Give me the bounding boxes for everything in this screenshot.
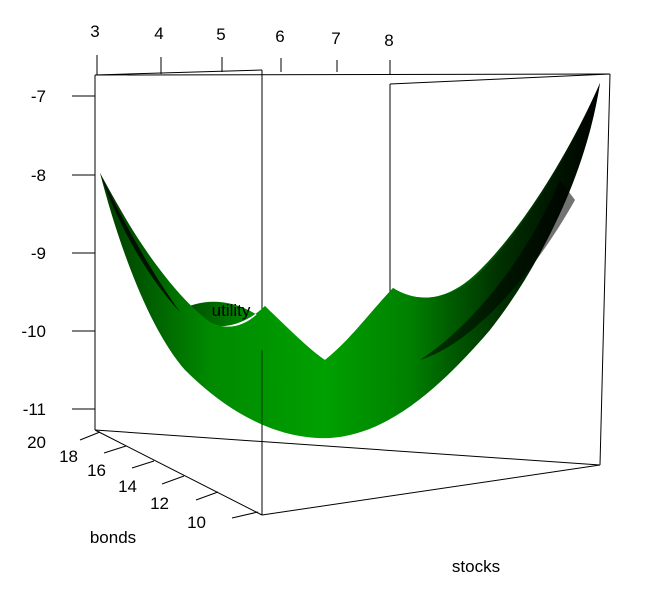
box-edge xyxy=(261,464,601,516)
box-edge xyxy=(94,69,263,76)
utility-surface xyxy=(100,83,600,439)
bonds-tick-label: 18 xyxy=(59,447,78,466)
top-axis-labels: 3 4 5 6 7 8 xyxy=(90,22,393,50)
bonds-tick xyxy=(161,475,185,485)
surface-front xyxy=(100,83,600,439)
bonds-tick-label: 20 xyxy=(27,433,46,452)
top-tick-label: 4 xyxy=(154,24,163,43)
z-tick-label: -8 xyxy=(31,166,46,185)
box-edge xyxy=(94,429,263,516)
top-axis xyxy=(96,55,391,75)
z-tick-label: -11 xyxy=(23,400,46,419)
bonds-axis-title: bonds xyxy=(90,528,136,547)
z-axis-labels: -7 -8 -9 -10 -11 xyxy=(21,87,46,419)
z-tick-label: -7 xyxy=(31,87,46,106)
surface-shadow xyxy=(420,180,575,360)
z-tick-label: -10 xyxy=(21,322,46,341)
bonds-tick-label: 12 xyxy=(150,494,169,513)
bonds-tick-label: 16 xyxy=(87,461,106,480)
stocks-axis-title: stocks xyxy=(452,557,500,576)
box-edge xyxy=(389,73,611,85)
bonds-axis-labels: 20 18 16 14 12 10 xyxy=(27,433,206,532)
top-tick-label: 6 xyxy=(275,27,284,46)
box-edge xyxy=(599,73,611,466)
z-tick-label: -9 xyxy=(31,244,46,263)
utility-axis-title: utility xyxy=(212,301,251,320)
bonds-tick-label: 14 xyxy=(118,477,137,496)
box-edge xyxy=(94,429,601,466)
bonds-tick xyxy=(231,511,259,519)
top-tick-label: 5 xyxy=(216,25,225,44)
bonds-tick xyxy=(195,491,219,501)
top-tick-label: 3 xyxy=(90,22,99,41)
top-tick-label: 7 xyxy=(331,29,340,48)
bonds-axis xyxy=(79,431,259,519)
z-axis xyxy=(72,95,95,410)
bonds-tick-label: 10 xyxy=(187,513,206,532)
top-tick-label: 8 xyxy=(384,31,393,50)
bonds-tick xyxy=(131,460,155,469)
bonds-tick xyxy=(79,431,101,441)
box-edge xyxy=(94,73,611,76)
bonds-tick xyxy=(103,445,127,454)
